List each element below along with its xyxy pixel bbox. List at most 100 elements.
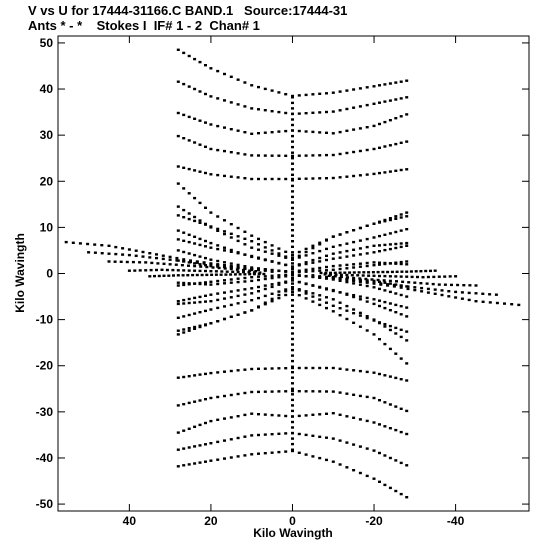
uv-point [388, 403, 392, 406]
uv-point [394, 303, 398, 307]
uv-point [250, 177, 254, 181]
uv-point [345, 392, 349, 395]
uv-point [325, 239, 328, 242]
uv-point [365, 315, 369, 318]
uv-point [284, 263, 288, 266]
uv-point [198, 399, 202, 402]
uv-point [329, 273, 332, 276]
uv-point [365, 252, 369, 255]
uv-point [304, 282, 308, 286]
uv-point [304, 254, 308, 257]
uv-point [229, 278, 233, 281]
uv-point [64, 240, 68, 244]
uv-point [348, 271, 352, 274]
uv-point [291, 310, 294, 313]
uv-point [304, 433, 308, 437]
uv-point [263, 109, 267, 112]
uv-point [263, 131, 267, 134]
uv-point [338, 391, 342, 394]
uv-point [324, 271, 328, 275]
uv-point [250, 292, 254, 295]
uv-point [284, 250, 288, 253]
uv-point [365, 224, 369, 227]
uv-point [420, 286, 424, 290]
uv-point [413, 286, 417, 289]
uv-point [193, 400, 197, 403]
uv-point [331, 153, 335, 157]
uv-point [331, 289, 335, 293]
uv-point [365, 264, 369, 268]
uv-point [365, 280, 369, 283]
uv-point [193, 196, 197, 200]
uv-point [193, 445, 197, 448]
uv-point [394, 81, 398, 84]
uv-point [175, 259, 179, 262]
uv-point [291, 299, 294, 302]
uv-point [174, 263, 178, 266]
uv-point [358, 87, 362, 90]
uv-point [325, 153, 328, 157]
uv-point [198, 255, 202, 258]
uv-point [223, 246, 226, 249]
uv-point [392, 283, 396, 287]
uv-point [372, 251, 376, 254]
uv-point [291, 420, 294, 424]
uv-point [198, 243, 202, 247]
uv-point [394, 405, 398, 408]
uv-point [209, 211, 213, 214]
uv-point [405, 339, 409, 342]
uv-point [277, 293, 281, 297]
uv-point [378, 338, 381, 341]
uv-point [291, 151, 294, 154]
uv-point [167, 274, 171, 277]
uv-point [263, 294, 267, 298]
uv-point [270, 274, 274, 277]
uv-point [378, 299, 381, 302]
uv-point [325, 265, 328, 269]
uv-point [311, 434, 315, 437]
uv-point [378, 451, 381, 455]
uv-point [216, 292, 220, 295]
uv-point [161, 254, 165, 257]
uv-point [229, 456, 233, 459]
uv-point [399, 335, 403, 339]
uv-point [311, 111, 315, 114]
uv-point [277, 281, 281, 285]
uv-point [352, 369, 356, 372]
uv-point [383, 83, 387, 86]
uv-point [291, 286, 294, 289]
uv-point [503, 302, 506, 305]
uv-point [358, 369, 362, 373]
uv-point [378, 101, 381, 104]
uv-point [311, 154, 315, 157]
uv-point [358, 127, 362, 130]
uv-point [284, 275, 288, 278]
uv-point [468, 284, 472, 287]
uv-point [187, 54, 191, 58]
uv-point [236, 263, 240, 267]
y-tick-label: 50 [40, 36, 54, 50]
uv-point [198, 90, 202, 93]
uv-point [352, 106, 356, 109]
uv-point [467, 291, 471, 295]
uv-point [138, 269, 142, 272]
uv-point [399, 328, 403, 331]
uv-point [494, 293, 498, 296]
uv-point [378, 321, 381, 324]
uv-point [372, 319, 376, 322]
uv-point [182, 298, 186, 302]
uv-point [168, 263, 172, 266]
uv-point [223, 305, 226, 308]
uv-point [325, 269, 328, 272]
uv-point [291, 184, 294, 188]
uv-point [204, 398, 207, 401]
uv-point [223, 370, 226, 373]
uv-point [236, 152, 240, 155]
uv-point [338, 301, 342, 304]
uv-point [223, 297, 226, 300]
uv-point [495, 301, 499, 305]
uv-point [263, 277, 267, 281]
uv-point [204, 206, 207, 209]
uv-point [216, 395, 220, 399]
uv-point [352, 278, 356, 282]
